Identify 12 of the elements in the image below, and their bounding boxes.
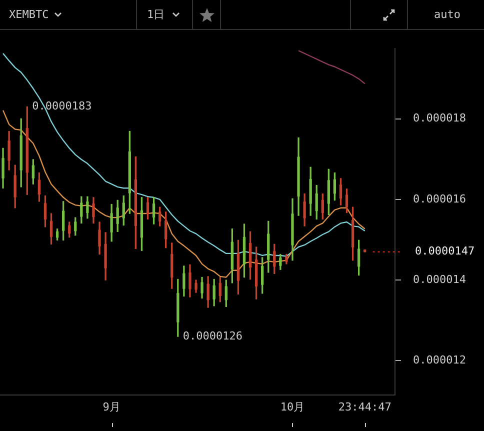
x-tick-label: 10月 xyxy=(280,400,305,414)
chart-title: XEMBTC xyxy=(9,8,49,21)
y-tick-label: 0.000012 xyxy=(413,354,466,367)
y-tick-label: 0.000018 xyxy=(413,112,466,125)
annotation: 0.0000126 xyxy=(182,329,243,342)
y-tick-label: 0.000014 xyxy=(413,272,466,286)
y-tick-label: 0.000016 xyxy=(413,192,466,206)
text: auto xyxy=(434,8,460,21)
ref-line-label: 0.0000147 xyxy=(415,244,475,258)
text: 1日 xyxy=(147,7,165,22)
x-tick-label: 9月 xyxy=(102,400,120,414)
x-tick-label: 23:44:47 xyxy=(338,400,392,414)
